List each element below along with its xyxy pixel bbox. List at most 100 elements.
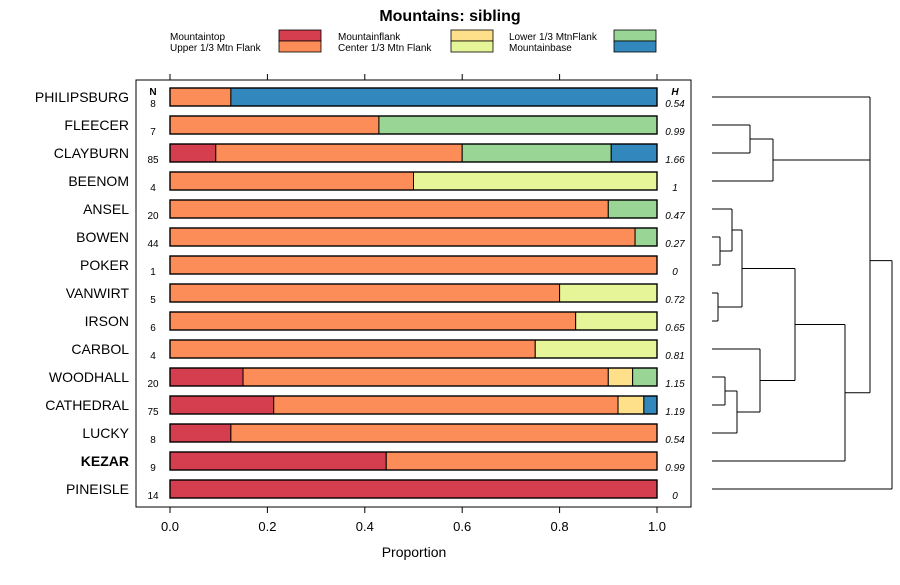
bar-segment — [617, 395, 645, 415]
category-label: PINEISLE — [66, 481, 129, 497]
bar-segment — [169, 87, 232, 107]
bar-segment — [169, 451, 387, 471]
bar-segment — [607, 367, 634, 387]
bar-segment — [575, 311, 658, 331]
bar-outline — [169, 479, 658, 499]
n-value: 8 — [150, 435, 156, 446]
bar-segment — [169, 479, 658, 499]
bar-segment — [385, 451, 658, 471]
legend-label: Center 1/3 Mtn Flank — [338, 43, 432, 54]
h-value: 0 — [672, 491, 678, 502]
bar-segment — [643, 395, 658, 415]
plot-frame — [135, 79, 692, 508]
n-value: 7 — [150, 127, 156, 138]
h-value: 0.27 — [665, 239, 685, 250]
legend-swatch — [278, 29, 322, 42]
n-value: 14 — [147, 491, 159, 502]
bar-segment — [242, 367, 609, 387]
category-label: CARBOL — [71, 341, 129, 357]
category-label: ANSEL — [83, 201, 129, 217]
bar-segment — [634, 227, 658, 247]
bar-segment — [169, 171, 414, 191]
legend-swatch — [613, 29, 657, 42]
h-value: 1.19 — [665, 407, 685, 418]
top-axis-ticks — [169, 74, 658, 80]
row-carbol: CARBOL 4 0.81 — [71, 339, 685, 362]
h-value: 0.65 — [665, 323, 685, 334]
legend-swatch — [613, 40, 657, 53]
x-tick-label: 0.4 — [356, 519, 374, 534]
x-tick-label: 0.0 — [161, 519, 179, 534]
bar-segment — [169, 255, 658, 275]
n-column-header: N — [149, 87, 156, 98]
row-poker: POKER 1 0 — [80, 255, 678, 278]
legend-swatch — [278, 40, 322, 53]
bar-segment — [610, 143, 658, 163]
category-label: PHILIPSBURG — [35, 89, 129, 105]
bar-outline — [169, 311, 658, 331]
x-axis: 0.0 0.2 0.4 0.6 0.8 1.0 — [161, 507, 666, 534]
bar-outline — [169, 339, 658, 359]
bar-outline — [169, 283, 658, 303]
bar-segment — [273, 395, 619, 415]
bar-segment — [169, 199, 609, 219]
category-label: VANWIRT — [66, 285, 130, 301]
bar-segment — [215, 143, 463, 163]
n-value: 20 — [147, 379, 159, 390]
bar-segment — [607, 199, 658, 219]
row-fleecer: FLEECER 7 0.99 — [64, 115, 685, 138]
bar-segment — [169, 283, 561, 303]
bar-outline — [169, 423, 658, 443]
row-clayburn: CLAYBURN 85 1.66 — [54, 143, 685, 166]
n-value: 5 — [150, 295, 156, 306]
h-value: 0.72 — [665, 295, 685, 306]
x-axis-label: Proportion — [382, 544, 447, 560]
row-philipsburg: PHILIPSBURG 8 0.54 — [35, 87, 685, 110]
h-value: 0.81 — [665, 351, 684, 362]
n-value: 44 — [147, 239, 159, 250]
legend-label: Mountainflank — [338, 32, 401, 43]
h-column-header: H — [671, 87, 679, 98]
x-tick-label: 1.0 — [648, 519, 666, 534]
category-label: BOWEN — [76, 229, 129, 245]
chart-title: Mountains: sibling — [379, 8, 520, 25]
h-value: 1.15 — [665, 379, 685, 390]
bar-segment — [169, 367, 244, 387]
h-value: 0.99 — [665, 463, 685, 474]
bar-segment — [169, 395, 275, 415]
bar-segment — [632, 367, 658, 387]
x-tick-label: 0.8 — [551, 519, 569, 534]
legend-label: Upper 1/3 Mtn Flank — [170, 43, 262, 54]
row-ansel: ANSEL 20 0.47 — [83, 199, 685, 222]
x-tick-label: 0.6 — [453, 519, 471, 534]
bar-segment — [413, 171, 658, 191]
bar-segment — [169, 423, 232, 443]
n-value: 75 — [147, 407, 159, 418]
h-value: 0.54 — [665, 99, 685, 110]
bar-outline — [169, 255, 658, 275]
bar-segment — [169, 311, 577, 331]
row-irson: IRSON 6 0.65 — [85, 311, 685, 334]
legend-label: Lower 1/3 MtnFlank — [509, 32, 598, 43]
bar-segment — [230, 87, 658, 107]
h-value: 0.47 — [665, 211, 685, 222]
n-value: 20 — [147, 211, 159, 222]
category-label: CLAYBURN — [54, 145, 129, 161]
bar-segment — [534, 339, 658, 359]
bar-outline — [169, 199, 658, 219]
bar-outline — [169, 227, 658, 247]
row-cathedral: CATHEDRAL 75 1.19 — [45, 395, 685, 418]
bar-outline — [169, 395, 658, 415]
category-label: LUCKY — [82, 425, 129, 441]
bar-outline — [169, 451, 658, 471]
bar-segment — [169, 339, 536, 359]
category-label: IRSON — [85, 313, 129, 329]
bar-segment — [169, 143, 217, 163]
bar-outline — [169, 171, 658, 191]
row-bowen: BOWEN 44 0.27 — [76, 227, 685, 250]
legend-swatch — [450, 40, 494, 53]
